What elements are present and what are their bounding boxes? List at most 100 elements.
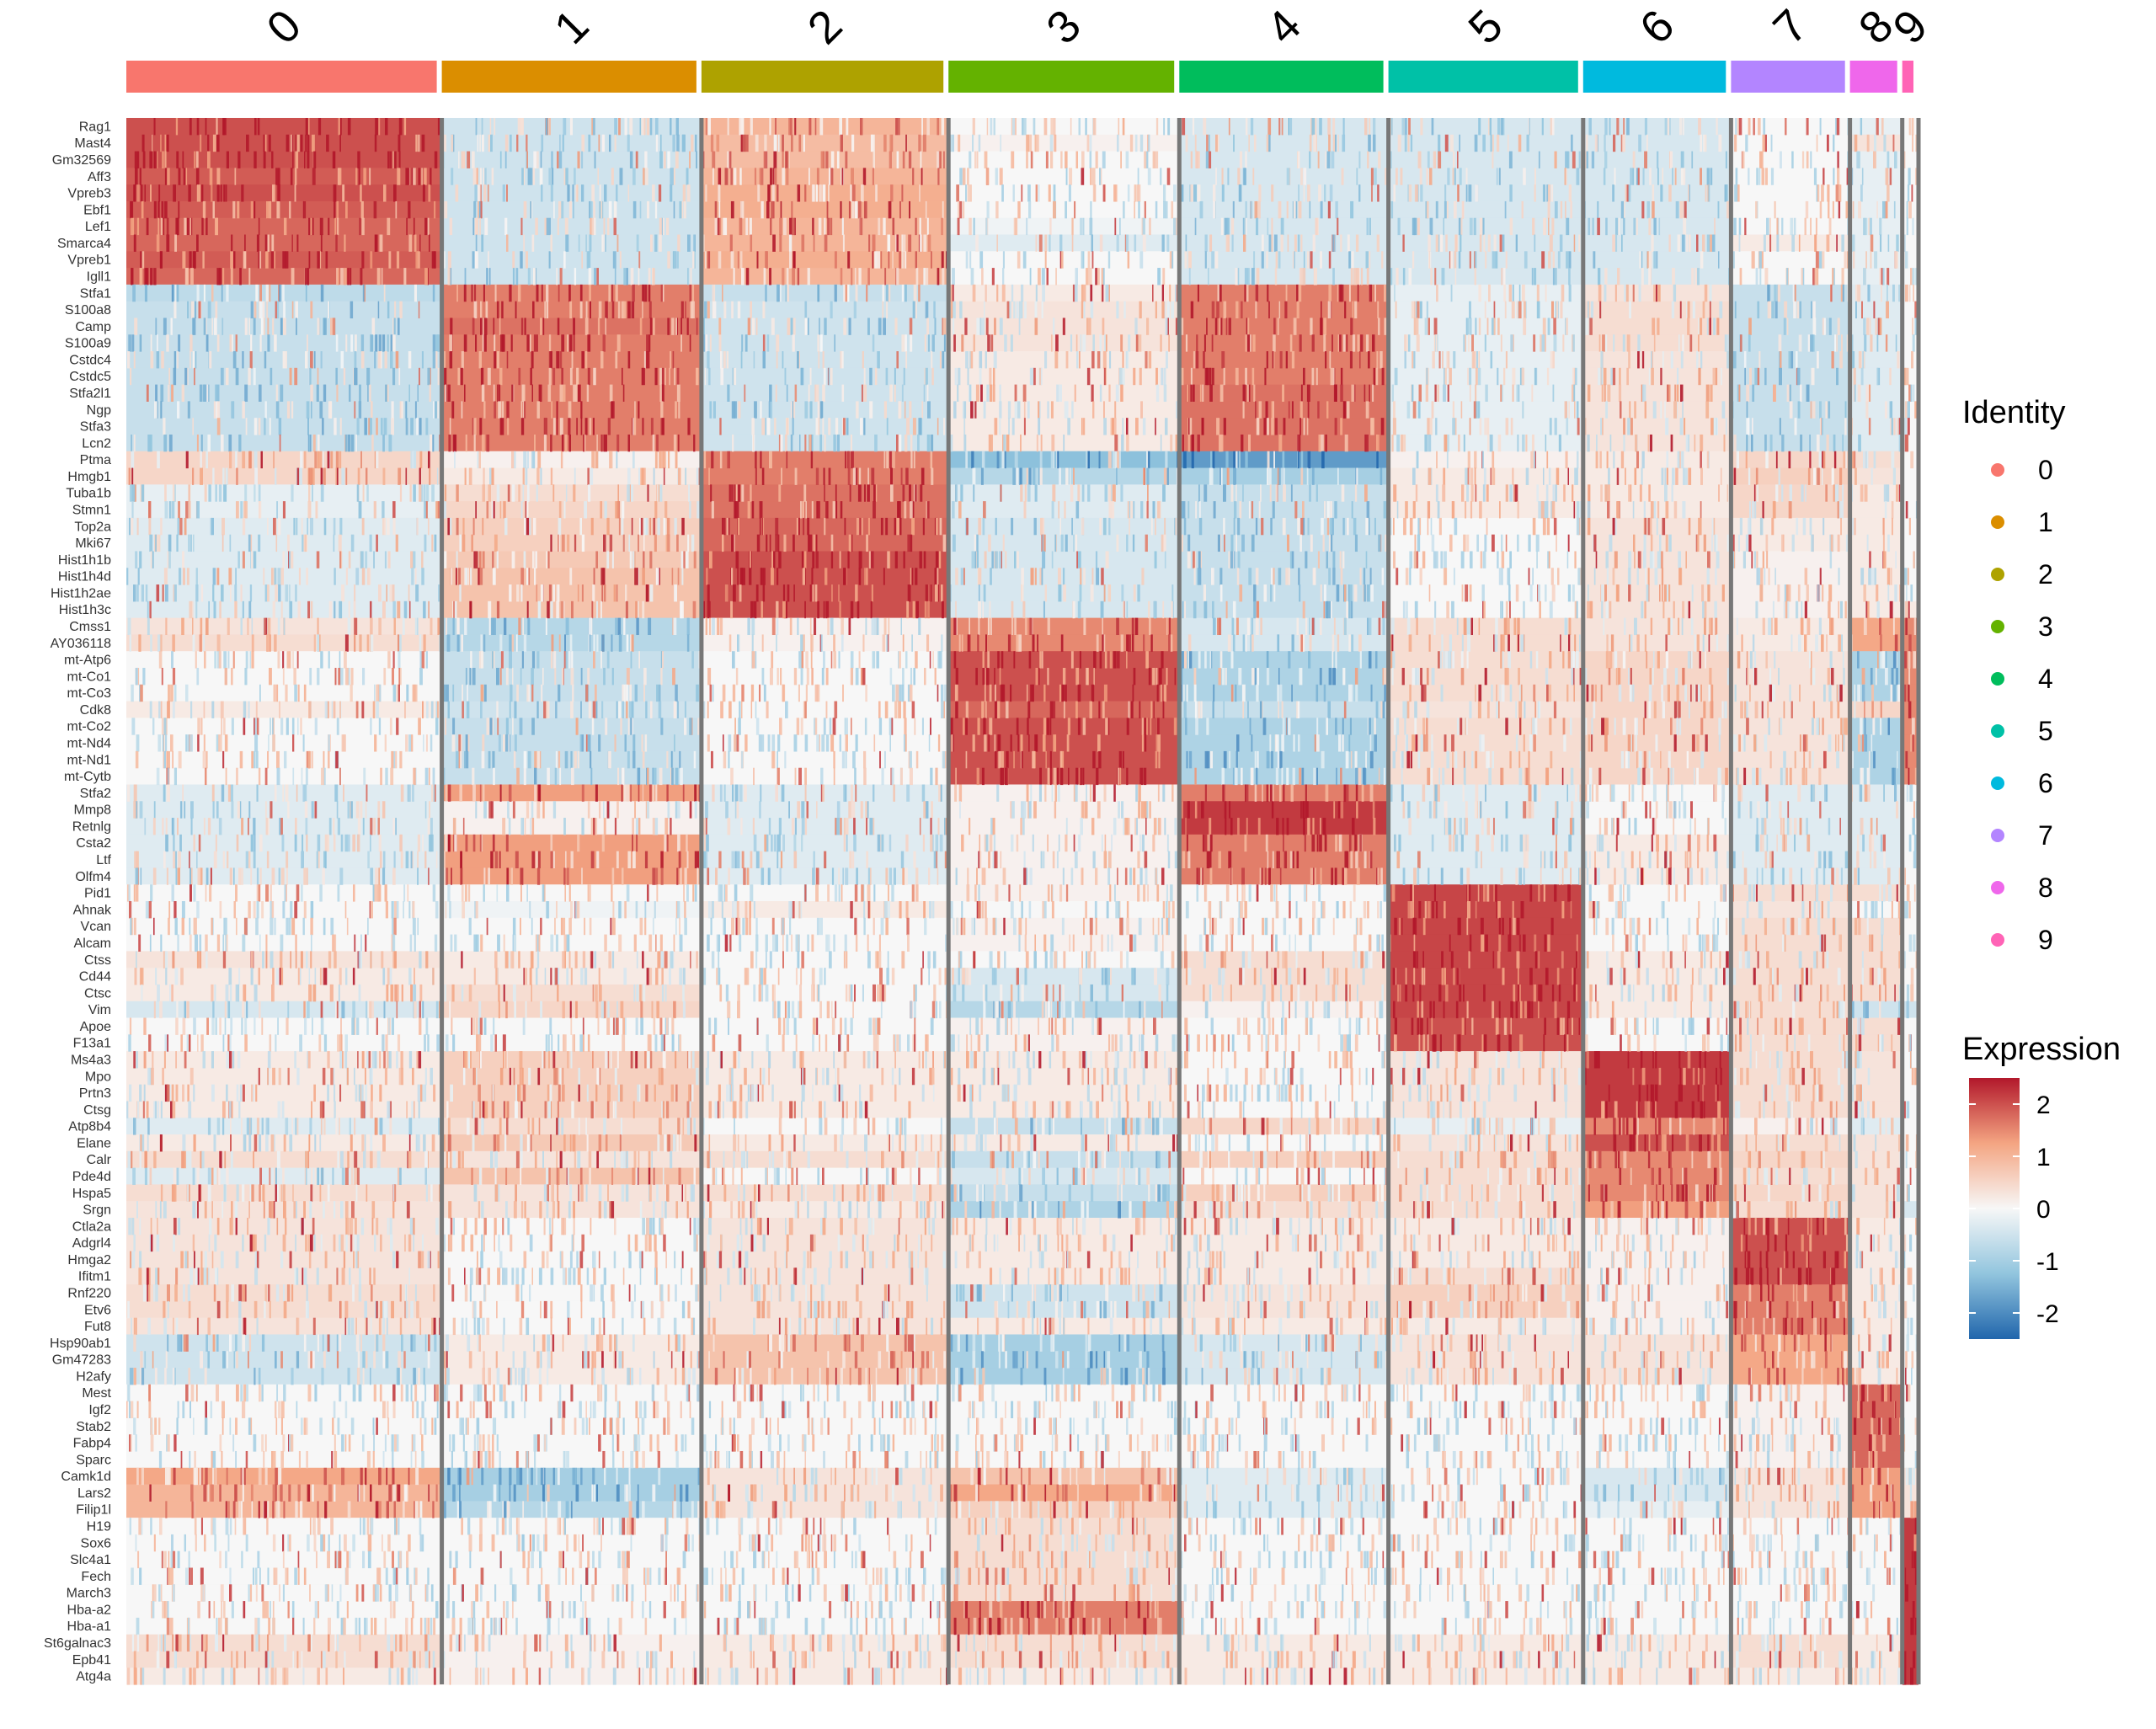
gene-label: Mast4 bbox=[74, 136, 111, 151]
heatmap-cell-Hmgb1-c3 bbox=[948, 467, 1180, 485]
heatmap-cell-mt-Atp6-c5 bbox=[1388, 651, 1583, 669]
heatmap-cell-Elane-c1 bbox=[441, 1134, 702, 1152]
gene-label: Csta2 bbox=[76, 836, 111, 851]
gene-label: March3 bbox=[67, 1587, 111, 1601]
heatmap-cell-mt-Nd4-c3 bbox=[948, 734, 1180, 752]
heatmap-cell-Fech-c2 bbox=[701, 1567, 949, 1585]
heatmap-cell-S100a9-c4 bbox=[1179, 334, 1389, 352]
heatmap-cell-St6galnac3-c8 bbox=[1849, 1634, 1903, 1652]
heatmap-cell-Stfa3-c3 bbox=[948, 418, 1180, 435]
heatmap-cell-Igll1-c3 bbox=[948, 268, 1180, 285]
heatmap-cell-Stmn1-c5 bbox=[1388, 501, 1583, 519]
gene-label: Ctsg bbox=[83, 1103, 111, 1118]
heatmap-cell-Hist1h3c-c5 bbox=[1388, 600, 1583, 619]
heatmap-cell-Filip1l-c7 bbox=[1731, 1501, 1850, 1518]
gene-label: Atp8b4 bbox=[68, 1120, 111, 1134]
heatmap-cell-Tuba1b-c3 bbox=[948, 484, 1180, 502]
heatmap-cell-Lcn2-c8 bbox=[1849, 434, 1903, 452]
heatmap-cell-Ifitm1-c8 bbox=[1849, 1267, 1903, 1285]
heatmap-cell-Ptma-c6 bbox=[1582, 451, 1732, 469]
heatmap-cell-Mmp8-c2 bbox=[701, 801, 949, 819]
heatmap-cell-Sox6-c6 bbox=[1582, 1534, 1732, 1552]
gene-label: mt-Co2 bbox=[67, 720, 112, 734]
heatmap-cell-Mast4-c6 bbox=[1582, 134, 1732, 152]
heatmap-cell-Calr-c8 bbox=[1849, 1150, 1903, 1169]
heatmap-cell-Mest-c3 bbox=[948, 1384, 1180, 1402]
heatmap-cell-St6galnac3-c9 bbox=[1902, 1634, 1919, 1652]
heatmap-cell-Lars2-c3 bbox=[948, 1484, 1180, 1502]
heatmap-cell-Lars2-c1 bbox=[441, 1484, 702, 1502]
heatmap-cell-Elane-c3 bbox=[948, 1134, 1180, 1152]
gene-label: Ahnak bbox=[73, 903, 112, 917]
gene-label: Olfm4 bbox=[75, 870, 111, 884]
heatmap-cell-Cdk8-c8 bbox=[1849, 701, 1903, 718]
gene-label: Hist1h4d bbox=[58, 570, 111, 584]
heatmap-cell-Stfa1-c3 bbox=[948, 284, 1180, 302]
heatmap-cell-Epb41-c0 bbox=[126, 1651, 442, 1668]
heatmap-cell-Atp8b4-c7 bbox=[1731, 1118, 1850, 1135]
heatmap-cell-H2afy-c8 bbox=[1849, 1368, 1903, 1385]
heatmap-cell-Rnf220-c3 bbox=[948, 1284, 1180, 1302]
heatmap-cell-Top2a-c3 bbox=[948, 517, 1180, 536]
heatmap-cell-Mmp8-c1 bbox=[441, 801, 702, 819]
heatmap-cell-Filip1l-c6 bbox=[1582, 1501, 1732, 1518]
heatmap-cell-Fech-c6 bbox=[1582, 1567, 1732, 1585]
heatmap-cell-Ctsg-c9 bbox=[1902, 1101, 1919, 1118]
gene-label: mt-Atp6 bbox=[64, 654, 111, 668]
heatmap-cell-Ctsc-c6 bbox=[1582, 984, 1732, 1002]
heatmap-cell-Hist1h3c-c3 bbox=[948, 600, 1180, 619]
heatmap-cell-H19-c6 bbox=[1582, 1518, 1732, 1535]
heatmap-cell-Ebf1-c8 bbox=[1849, 200, 1903, 219]
heatmap-cell-Fabp4-c2 bbox=[701, 1434, 949, 1452]
cluster-label-4: 4 bbox=[1257, 0, 1311, 54]
legend-expression-title: Expression bbox=[1962, 1032, 2121, 1067]
heatmap-cell-Ctss-c0 bbox=[126, 951, 442, 969]
heatmap-cell-Camp-c9 bbox=[1902, 318, 1919, 335]
gene-label: H19 bbox=[87, 1520, 111, 1534]
heatmap-cell-Mast4-c3 bbox=[948, 134, 1180, 152]
heatmap-cell-Ltf-c4 bbox=[1179, 851, 1389, 869]
heatmap-cell-Lars2-c4 bbox=[1179, 1484, 1389, 1502]
heatmap-cell-Cstdc4-c2 bbox=[701, 351, 949, 369]
heatmap-cell-mt-Co2-c0 bbox=[126, 718, 442, 735]
gene-label: F13a1 bbox=[73, 1037, 111, 1051]
cluster-dividers bbox=[440, 118, 1921, 1684]
heatmap-cell-Smarca4-c1 bbox=[441, 234, 702, 252]
heatmap-cell-H2afy-c4 bbox=[1179, 1368, 1389, 1385]
gene-label: Epb41 bbox=[72, 1653, 111, 1668]
gene-label: Ifitm1 bbox=[78, 1270, 111, 1284]
gene-label: Ctla2a bbox=[72, 1219, 111, 1234]
heatmap-cell-Epb41-c5 bbox=[1388, 1651, 1583, 1668]
heatmap-cell-Olfm4-c2 bbox=[701, 867, 949, 885]
heatmap-cell-Adgrl4-c3 bbox=[948, 1234, 1180, 1252]
gene-label: Stmn1 bbox=[72, 504, 111, 518]
legend-identity-label-6: 6 bbox=[2038, 768, 2053, 798]
heatmap-cell-Cdk8-c7 bbox=[1731, 701, 1850, 718]
gene-label: S100a9 bbox=[65, 337, 111, 351]
heatmap-cell-AY036118-c6 bbox=[1582, 634, 1732, 652]
heatmap-cell-S100a8-c7 bbox=[1731, 301, 1850, 319]
heatmap-cell-Ltf-c3 bbox=[948, 851, 1180, 869]
gene-label: H2afy bbox=[76, 1369, 111, 1384]
heatmap-cell-Ifitm1-c0 bbox=[126, 1267, 442, 1285]
gene-label: Lars2 bbox=[77, 1486, 111, 1501]
gene-label: mt-Cytb bbox=[64, 770, 111, 784]
gene-label: Stfa2l1 bbox=[69, 387, 111, 401]
heatmap-cell-Fech-c9 bbox=[1902, 1567, 1919, 1585]
heatmap-cell-Mest-c6 bbox=[1582, 1384, 1732, 1402]
heatmap-cell-Stab2-c5 bbox=[1388, 1417, 1583, 1435]
heatmap-cell-Camk1d-c6 bbox=[1582, 1467, 1732, 1486]
heatmap-cell-Mpo-c1 bbox=[441, 1067, 702, 1086]
gene-label: Sparc bbox=[76, 1453, 111, 1467]
heatmap-cell-Vpreb1-c1 bbox=[441, 251, 702, 269]
heatmap-cell-Cstdc4-c9 bbox=[1902, 351, 1919, 369]
heatmap-cell-S100a9-c8 bbox=[1849, 334, 1903, 352]
heatmap-cell-Atg4a-c1 bbox=[441, 1668, 702, 1685]
gene-label: Alcam bbox=[74, 937, 111, 951]
gene-label: Srgn bbox=[83, 1203, 111, 1218]
heatmap-cell-Gm32569-c9 bbox=[1902, 151, 1919, 168]
heatmap-cell-Fut8-c6 bbox=[1582, 1317, 1732, 1336]
heatmap-cell-Stfa3-c2 bbox=[701, 418, 949, 435]
heatmap-cell-Cd44-c4 bbox=[1179, 968, 1389, 985]
heatmap-cell-Hist1h2ae-c1 bbox=[441, 584, 702, 602]
